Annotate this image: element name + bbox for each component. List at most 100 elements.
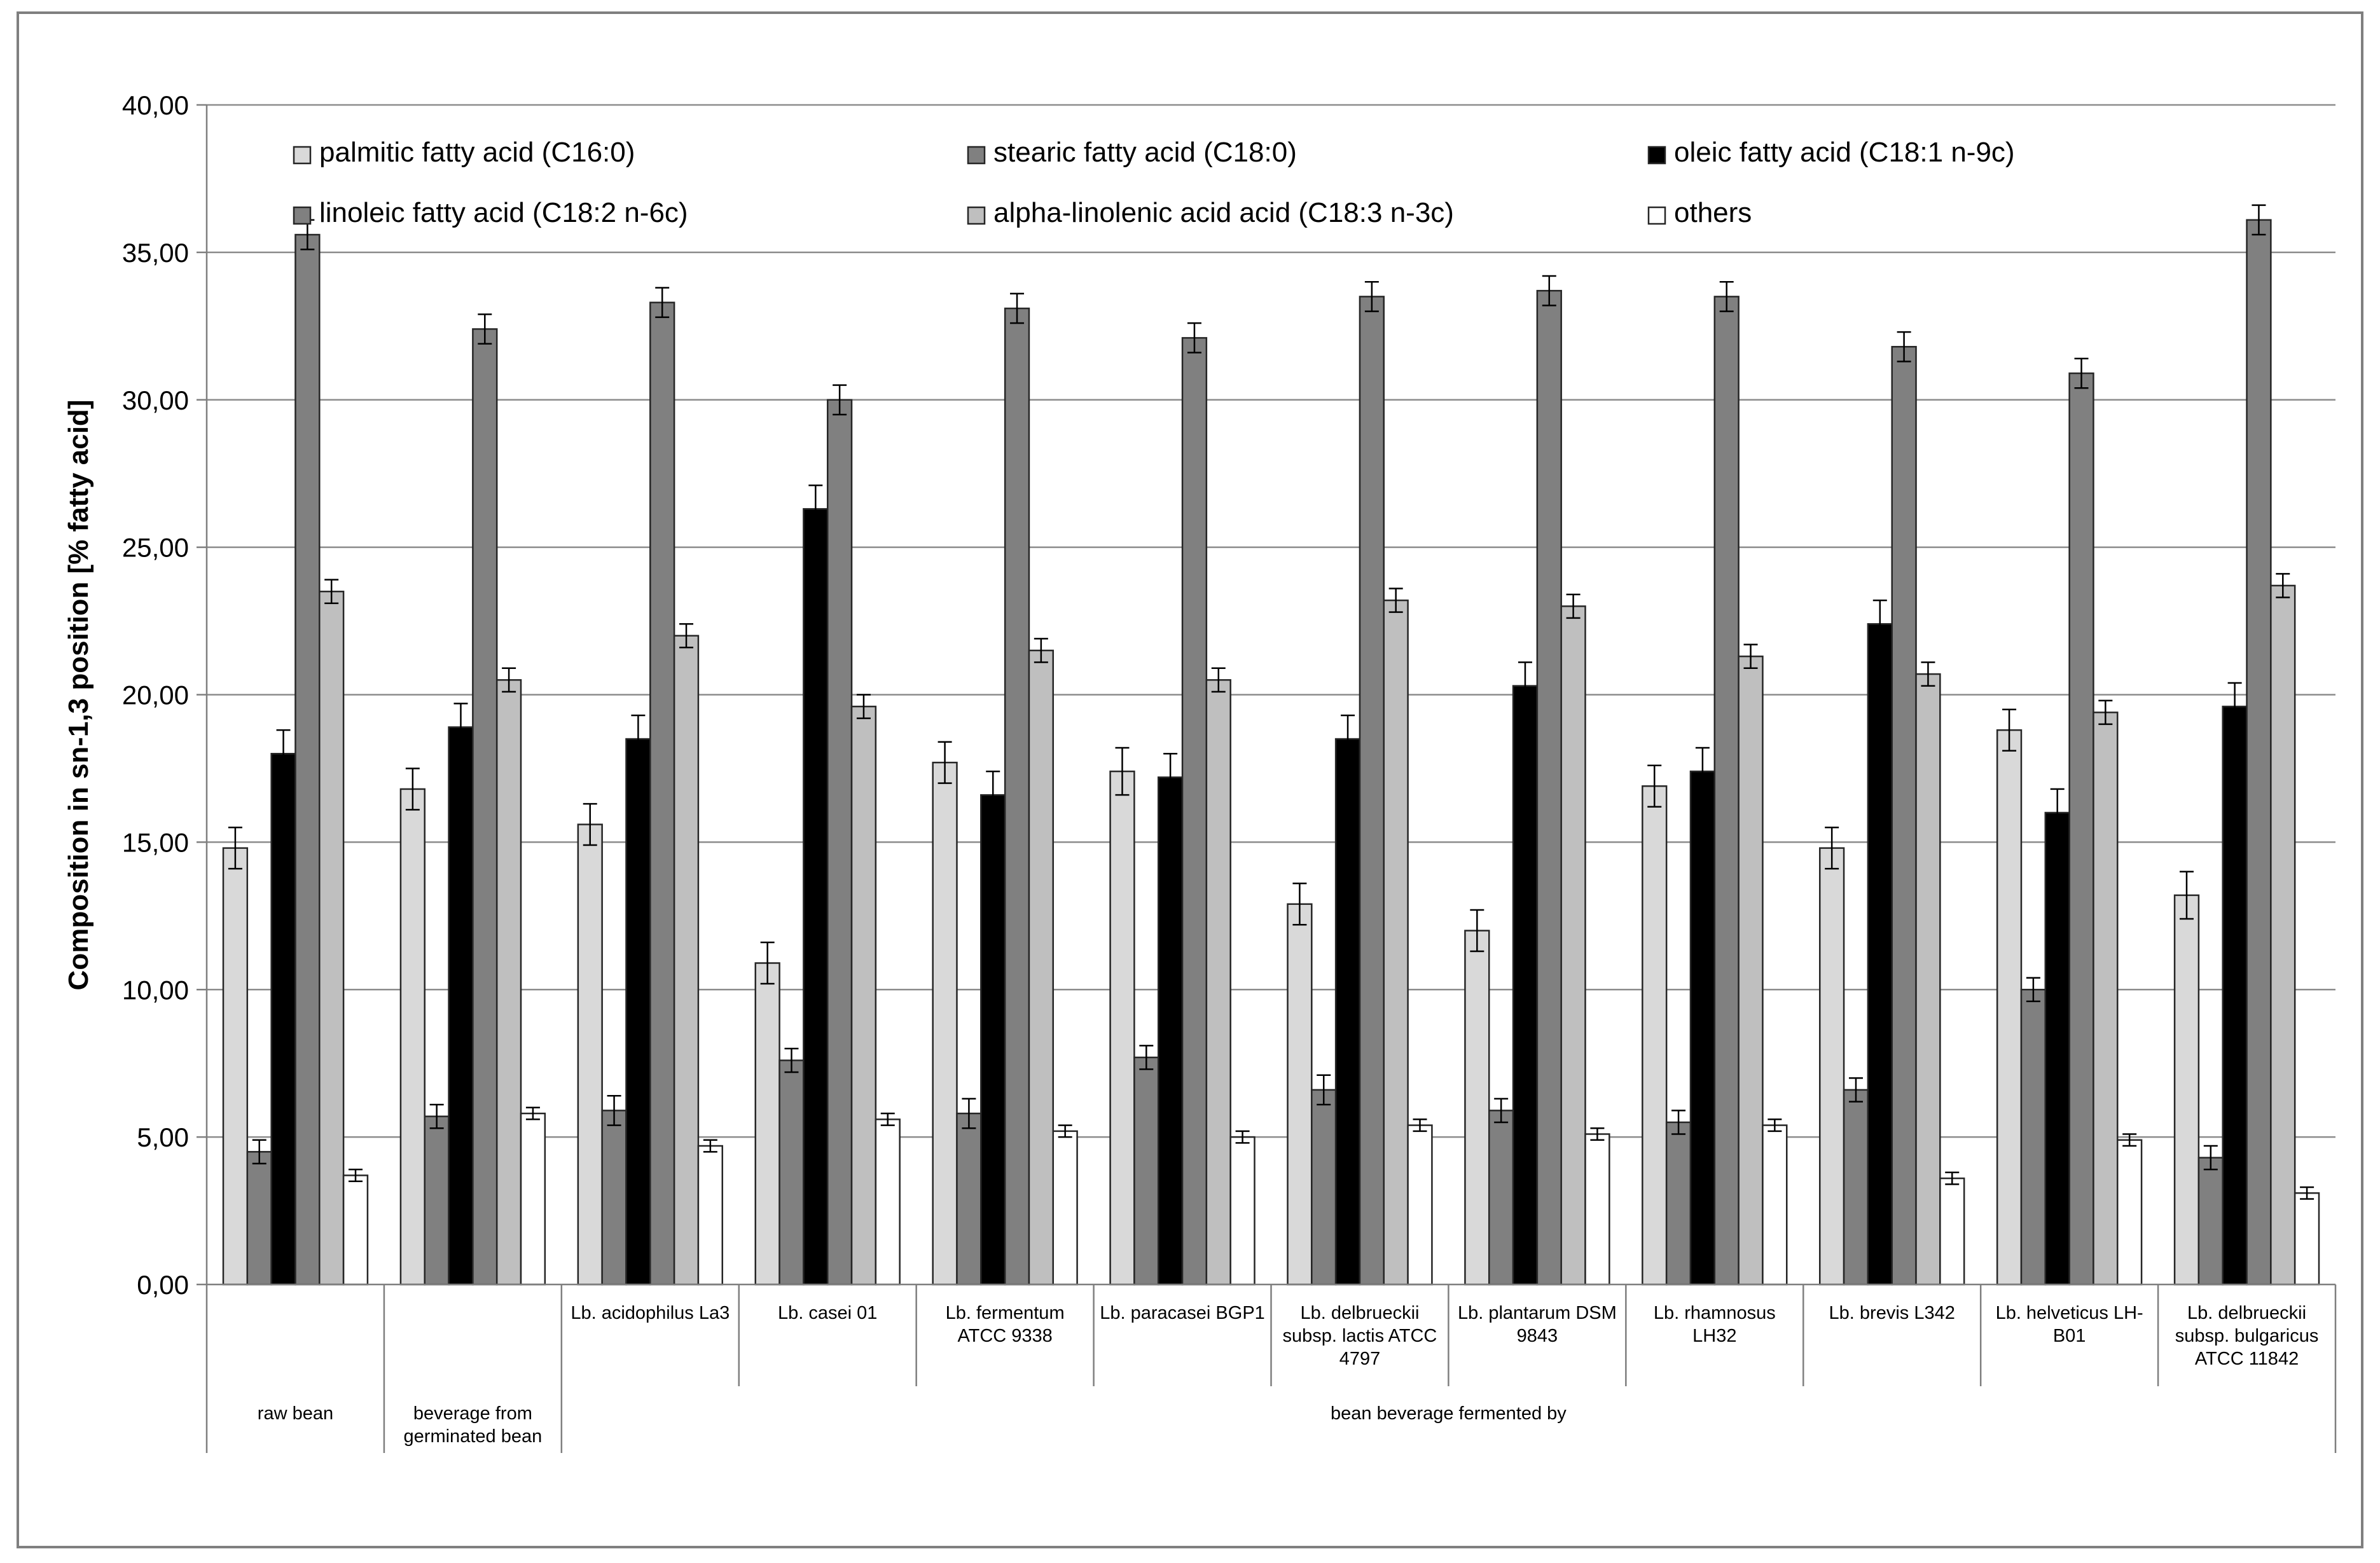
bar xyxy=(673,635,700,1286)
x-tick-label: Lb. rhamnosus xyxy=(1654,1303,1776,1323)
bar xyxy=(625,738,651,1286)
x-group-label: bean beverage fermented by xyxy=(1331,1403,1567,1424)
x-tick-label: 9843 xyxy=(1517,1326,1558,1346)
x-tick-label: Lb. acidophilus La3 xyxy=(571,1303,730,1323)
bar xyxy=(1133,1056,1159,1286)
bar xyxy=(803,508,829,1286)
x-tick-label: LH32 xyxy=(1692,1326,1736,1346)
x-tick-label: subsp. bulgaricus xyxy=(2175,1326,2319,1346)
legend-swatch xyxy=(1647,206,1666,225)
x-tick-label: Lb. paracasei BGP1 xyxy=(1100,1303,1265,1323)
bar xyxy=(342,1174,369,1286)
y-tick-label: 5,00 xyxy=(137,1122,189,1152)
y-tick-label: 15,00 xyxy=(122,827,189,857)
bar xyxy=(1713,296,1740,1286)
bar xyxy=(778,1059,805,1286)
x-tick-label: Lb. casei 01 xyxy=(778,1303,877,1323)
bar xyxy=(319,590,345,1286)
y-tick-label: 0,00 xyxy=(137,1270,189,1300)
legend: palmitic fatty acid (C16:0) stearic fatty… xyxy=(293,137,2015,228)
legend-label: stearic fatty acid (C18:0) xyxy=(993,137,1297,168)
bar xyxy=(1004,307,1030,1286)
y-axis-title: Composition in sn-1,3 position [% fatty … xyxy=(63,400,94,991)
x-tick-label: Lb. brevis L342 xyxy=(1829,1303,1955,1323)
bar xyxy=(2294,1192,2320,1286)
legend-label: linoleic fatty acid (C18:2 n-6c) xyxy=(319,197,688,228)
bar xyxy=(1819,847,1845,1286)
bar xyxy=(826,399,853,1286)
legend-swatch xyxy=(967,206,986,225)
y-tick-label: 25,00 xyxy=(122,533,189,563)
bar xyxy=(1642,785,1668,1286)
legend-label: alpha-linolenic acid acid (C18:3 n-3c) xyxy=(993,197,1454,228)
bar xyxy=(1762,1124,1788,1286)
bar xyxy=(1584,1133,1610,1286)
bar xyxy=(1407,1124,1433,1286)
bar xyxy=(649,301,675,1286)
x-tick-label: Lb. delbrueckii xyxy=(2187,1303,2306,1323)
bar xyxy=(2246,219,2272,1286)
bar xyxy=(980,794,1006,1286)
bar xyxy=(2068,372,2094,1286)
y-tick-label: 30,00 xyxy=(122,385,189,415)
legend-swatch xyxy=(1647,146,1666,165)
bar xyxy=(424,1115,450,1286)
legend-swatch xyxy=(293,206,312,225)
bar xyxy=(472,328,498,1286)
legend-label: palmitic fatty acid (C16:0) xyxy=(319,137,635,168)
bar xyxy=(2270,584,2296,1286)
bar xyxy=(1488,1110,1514,1286)
bar xyxy=(294,233,321,1286)
bar xyxy=(850,705,877,1286)
bar xyxy=(601,1110,627,1286)
bar xyxy=(1287,903,1313,1286)
x-tick-label: subsp. lactis ATCC xyxy=(1283,1326,1437,1346)
x-tick-label: 4797 xyxy=(1339,1349,1381,1369)
bar xyxy=(754,962,780,1286)
bar xyxy=(2222,705,2248,1286)
bar xyxy=(2117,1139,2143,1286)
bar xyxy=(1205,679,1231,1286)
x-tick-label: ATCC 9338 xyxy=(957,1326,1052,1346)
y-tick-label: 10,00 xyxy=(122,975,189,1005)
bar xyxy=(577,823,603,1286)
bar xyxy=(1311,1089,1337,1286)
x-tick-label: Lb. delbrueckii xyxy=(1300,1303,1419,1323)
bar xyxy=(1181,337,1208,1286)
bar xyxy=(1383,599,1409,1286)
bar xyxy=(1157,776,1184,1286)
bar xyxy=(2044,811,2070,1286)
bar xyxy=(1536,289,1562,1286)
x-tick-label: Lb. helveticus LH- xyxy=(1996,1303,2143,1323)
bar xyxy=(2020,989,2047,1286)
bar xyxy=(2197,1157,2224,1286)
bar xyxy=(222,847,249,1286)
bar xyxy=(1891,346,1917,1286)
legend-label: others xyxy=(1674,197,1752,228)
bar xyxy=(875,1119,901,1286)
bar xyxy=(697,1145,723,1286)
x-tick-label: beverage from xyxy=(413,1403,532,1424)
bar xyxy=(1052,1130,1078,1286)
bar xyxy=(1939,1177,1965,1286)
x-tick-label: Lb. plantarum DSM xyxy=(1458,1303,1617,1323)
bar xyxy=(1738,655,1764,1286)
bar xyxy=(495,679,522,1286)
bar xyxy=(1689,770,1716,1286)
bar xyxy=(399,788,425,1286)
bar xyxy=(1867,623,1893,1286)
bar xyxy=(1843,1089,1869,1286)
bar xyxy=(932,761,958,1286)
bar xyxy=(448,726,474,1286)
bar xyxy=(1334,738,1361,1286)
bar xyxy=(1560,605,1586,1286)
bar xyxy=(1915,673,1941,1286)
bar xyxy=(1109,770,1135,1286)
bar xyxy=(1665,1121,1692,1286)
bar xyxy=(1464,930,1490,1286)
bar xyxy=(1028,649,1055,1286)
bar xyxy=(956,1112,982,1286)
x-tick-label: germinated bean xyxy=(404,1426,543,1447)
